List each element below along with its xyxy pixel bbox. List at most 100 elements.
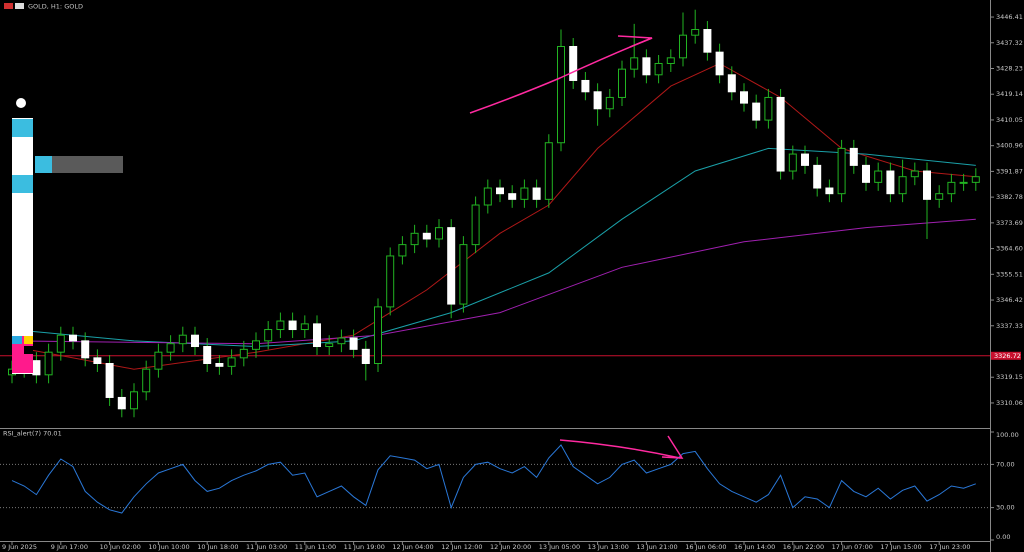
y-tick-label: 70.00 [996, 460, 1015, 468]
y-tick-label: 30.00 [996, 504, 1015, 512]
x-tick-label: 11 Jun 19:00 [344, 543, 385, 551]
candle-body [410, 232, 419, 246]
candle-body [288, 320, 297, 331]
x-tick-label: 11 Jun 11:00 [295, 543, 336, 551]
candle-body [764, 96, 773, 121]
tool-option[interactable] [35, 156, 52, 173]
candle-body [947, 181, 956, 195]
candle-body [593, 91, 602, 110]
x-tick-label: 17 Jun 07:00 [832, 543, 873, 551]
x-tick-label: 16 Jun 06:00 [685, 543, 726, 551]
tool-colors[interactable] [12, 336, 33, 373]
tool-colors[interactable] [12, 336, 22, 344]
x-tick-label: 13 Jun 13:00 [588, 543, 629, 551]
candle-body [398, 244, 407, 257]
candle-body [239, 348, 248, 359]
y-tick-label: 0.00 [996, 533, 1010, 541]
y-tick-label: 3346.42 [996, 296, 1023, 304]
y-tick-label: 3382.78 [996, 193, 1023, 201]
candle-body [654, 62, 663, 76]
candle-body [105, 362, 114, 398]
tool-colors[interactable] [24, 346, 33, 354]
candle-body [459, 244, 468, 305]
candle-body [971, 176, 980, 183]
x-tick-label: 12 Jun 04:00 [392, 543, 433, 551]
y-tick-label: 3410.05 [996, 116, 1023, 124]
y-tick-label: 3400.96 [996, 142, 1023, 150]
candle-body [44, 351, 53, 376]
x-tick-label: 13 Jun 05:00 [539, 543, 580, 551]
symbol-icon [4, 3, 13, 9]
candle-body [130, 391, 138, 410]
tool-ruler[interactable] [12, 175, 33, 193]
candle-body [483, 187, 492, 206]
candle-body [679, 34, 687, 59]
candle-body [191, 334, 199, 348]
candle-body [422, 232, 431, 240]
candle-body [642, 57, 651, 76]
x-tick-label: 17 Jun 15:00 [880, 543, 921, 551]
candle-body [374, 306, 382, 364]
candle-body [691, 29, 700, 36]
candle-body [264, 329, 273, 342]
moving-average [11, 218, 976, 345]
x-tick-label: 10 Jun 10:00 [148, 543, 189, 551]
candle-body [727, 74, 736, 93]
candle-body [32, 360, 41, 376]
candle-body [361, 348, 370, 364]
symbol-icon [15, 3, 24, 9]
candle-body [386, 255, 395, 308]
candle-body [154, 351, 163, 370]
tool-eye[interactable] [12, 119, 33, 137]
x-tick-label: 9 Jun 2025 [2, 543, 37, 551]
moving-average [11, 147, 976, 348]
y-tick-label: 3310.06 [996, 399, 1023, 407]
toolbar-panel [12, 118, 33, 374]
candle-body [508, 193, 517, 200]
candle-body [886, 170, 895, 195]
tool-colors[interactable] [24, 336, 33, 344]
candle-body [959, 181, 968, 184]
y-tick-label: 3391.87 [996, 167, 1023, 175]
candle-body [203, 346, 212, 364]
pen-icon[interactable] [16, 98, 26, 108]
candle-body [520, 187, 529, 200]
candle-body [435, 227, 443, 240]
y-tick-label: 3355.51 [996, 270, 1023, 278]
drawing-toolbar [12, 98, 123, 374]
chart-title: GOLD, H1: GOLD [28, 3, 83, 11]
candle-body [666, 57, 675, 64]
y-tick-label: 3373.69 [996, 219, 1023, 227]
candle-body [605, 96, 614, 110]
candle-body [532, 187, 541, 200]
candle-body [337, 337, 346, 345]
candle-body [801, 153, 809, 166]
x-tick-label: 11 Jun 03:00 [246, 543, 287, 551]
candle-body [447, 227, 456, 305]
y-tick-label: 3446.41 [996, 13, 1023, 21]
candle-body [166, 343, 175, 353]
candle-body [862, 164, 870, 183]
candle-body [935, 193, 944, 200]
y-tick-label: 100.00 [996, 431, 1019, 439]
candle-body [788, 153, 797, 172]
candle-body [776, 96, 785, 172]
candle-body [813, 164, 822, 189]
plot-area: 3310.06 3319.15 3337.33 3346.42 3355.51 3364.… [0, 9, 1023, 551]
candle-body [56, 334, 65, 353]
annotation-arrow [559, 439, 681, 459]
price-label: 3326.72 [994, 352, 1021, 360]
y-tick-label: 3428.23 [996, 64, 1023, 72]
candle-body [752, 102, 761, 121]
x-tick-label: 16 Jun 22:00 [783, 543, 824, 551]
candle-body [313, 323, 321, 348]
x-tick-label: 9 Jun 17:00 [51, 543, 88, 551]
candle-body [581, 79, 590, 93]
x-tick-label: 17 Jun 23:00 [929, 543, 970, 551]
candle-body [471, 204, 480, 246]
x-tick-label: 13 Jun 21:00 [636, 543, 677, 551]
candle-body [740, 91, 748, 104]
annotation-arrow [617, 35, 653, 48]
y-tick-label: 3364.60 [996, 245, 1023, 253]
candle-body [544, 142, 553, 200]
